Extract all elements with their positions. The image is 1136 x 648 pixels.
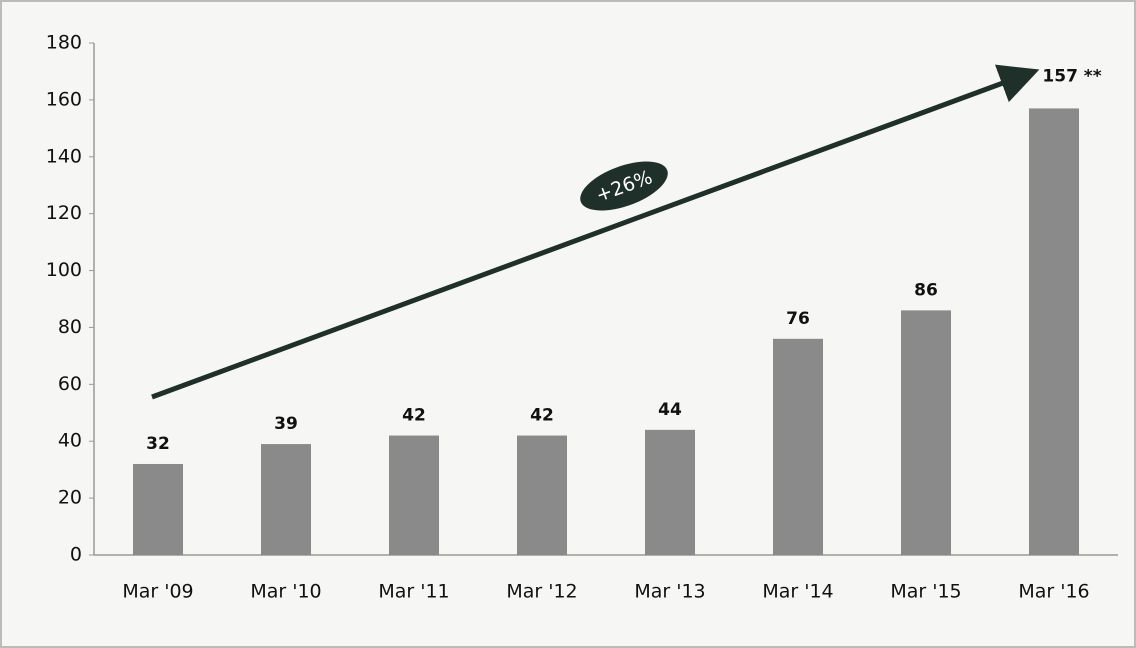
y-tick-label: 60 bbox=[58, 373, 82, 395]
y-tick-label: 40 bbox=[58, 430, 82, 452]
bar bbox=[645, 429, 695, 555]
x-tick-label: Mar '11 bbox=[378, 581, 449, 603]
plot: 0 20 40 60 80 100 120 140 160 180 Mar '09 32 Mar '10… bbox=[46, 32, 1102, 603]
data-label: 86 bbox=[914, 280, 938, 300]
bar bbox=[901, 310, 951, 555]
data-label: 32 bbox=[146, 434, 170, 454]
y-tick-label: 180 bbox=[46, 32, 82, 54]
data-label: 157 ** bbox=[1042, 66, 1101, 86]
x-tick-label: Mar '13 bbox=[634, 581, 705, 603]
x-tick-label: Mar '14 bbox=[762, 581, 833, 603]
y-tick-label: 160 bbox=[46, 88, 82, 110]
y-tick-label: 140 bbox=[46, 145, 82, 167]
y-tick-label: 80 bbox=[58, 316, 82, 338]
data-label: 44 bbox=[658, 400, 682, 420]
bar bbox=[261, 444, 311, 555]
data-label: 76 bbox=[786, 309, 810, 329]
bar bbox=[1029, 108, 1079, 555]
bar bbox=[773, 338, 823, 555]
x-tick-label: Mar '09 bbox=[122, 581, 193, 603]
bar bbox=[517, 435, 567, 555]
data-label: 39 bbox=[274, 414, 298, 434]
y-tick-label: 100 bbox=[46, 259, 82, 281]
data-label: 42 bbox=[530, 406, 554, 426]
x-tick-label: Mar '16 bbox=[1018, 581, 1089, 603]
badge-background bbox=[580, 161, 668, 211]
bar bbox=[133, 463, 183, 555]
data-label: 42 bbox=[402, 406, 426, 426]
x-tick-label: Mar '15 bbox=[890, 581, 961, 603]
bar bbox=[389, 435, 439, 555]
x-tick-label: Mar '12 bbox=[506, 581, 577, 603]
y-tick-label: 120 bbox=[46, 202, 82, 224]
y-tick-label: 20 bbox=[58, 487, 82, 509]
trend-arrow bbox=[151, 64, 1040, 400]
x-tick-label: Mar '10 bbox=[250, 581, 321, 603]
y-tick-label: 0 bbox=[70, 544, 82, 566]
